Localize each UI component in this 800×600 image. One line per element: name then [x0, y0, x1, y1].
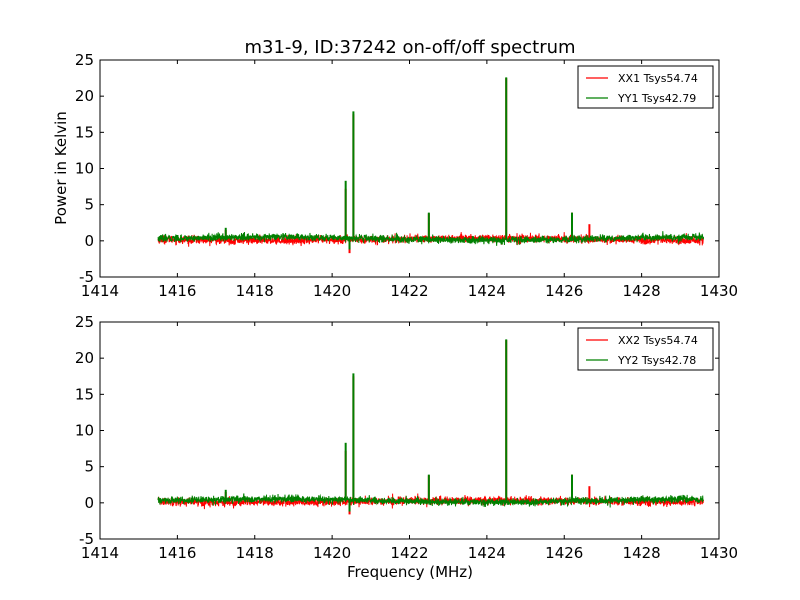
y-tick-label: -5 — [79, 530, 94, 548]
y-tick-label: 5 — [84, 196, 94, 214]
series-group — [157, 339, 704, 515]
series-line-yy — [157, 493, 704, 508]
y-tick-label: 25 — [75, 313, 94, 331]
figure-title: m31-9, ID:37242 on-off/off spectrum — [244, 37, 575, 58]
x-tick-label: 1414 — [81, 282, 119, 300]
y-tick-label: 15 — [75, 123, 94, 141]
x-tick-label: 1420 — [313, 544, 351, 562]
y-tick-label: 10 — [75, 160, 94, 178]
x-tick-label: 1430 — [700, 282, 738, 300]
y-tick-label: 0 — [84, 232, 94, 250]
y-tick-label: -5 — [79, 268, 94, 286]
y-tick-label: 10 — [75, 422, 94, 440]
x-tick-label: 1430 — [700, 544, 738, 562]
x-tick-label: 1426 — [545, 282, 583, 300]
bottom-plot-panel: 1414 1416 1418 1420 1422 1424 1426 1428 1430 -5 0 5… — [75, 313, 738, 562]
legend-entry-label: YY2 Tsys42.78 — [617, 354, 696, 367]
series-group — [157, 77, 705, 254]
x-tick-label: 1424 — [468, 282, 506, 300]
x-tick-label: 1414 — [81, 544, 119, 562]
legend-box — [577, 65, 714, 109]
legend-entry-label: YY1 Tsys42.79 — [617, 92, 696, 105]
x-tick-label: 1422 — [390, 282, 428, 300]
y-axis-label: Power in Kelvin — [52, 111, 70, 225]
y-tick-label: 5 — [84, 458, 94, 476]
y-tick-label: 0 — [84, 494, 94, 512]
y-tick-label: 20 — [75, 349, 94, 367]
legend-entry-label: XX2 Tsys54.74 — [618, 334, 698, 347]
y-tick-label: 15 — [75, 385, 94, 403]
top-plot-panel: 1414 1416 1418 1420 1422 1424 1426 1428 1430 -5 0 5… — [75, 51, 738, 300]
legend: XX1 Tsys54.74 YY1 Tsys42.79 — [577, 65, 714, 109]
x-tick-label: 1418 — [236, 282, 274, 300]
x-tick-label: 1428 — [623, 544, 661, 562]
legend-box — [577, 327, 714, 371]
y-tick-label: 25 — [75, 51, 94, 69]
x-tick-label: 1426 — [545, 544, 583, 562]
x-tick-label: 1418 — [236, 544, 274, 562]
x-axis-label: Frequency (MHz) — [347, 563, 473, 581]
x-tick-label: 1428 — [623, 282, 661, 300]
x-tick-label: 1420 — [313, 282, 351, 300]
series-line-yy — [157, 231, 705, 246]
legend: XX2 Tsys54.74 YY2 Tsys42.78 — [577, 327, 714, 371]
x-tick-label: 1416 — [158, 282, 196, 300]
legend-entry-label: XX1 Tsys54.74 — [618, 72, 698, 85]
y-tick-label: 20 — [75, 87, 94, 105]
x-tick-label: 1416 — [158, 544, 196, 562]
x-tick-label: 1422 — [390, 544, 428, 562]
x-tick-label: 1424 — [468, 544, 506, 562]
